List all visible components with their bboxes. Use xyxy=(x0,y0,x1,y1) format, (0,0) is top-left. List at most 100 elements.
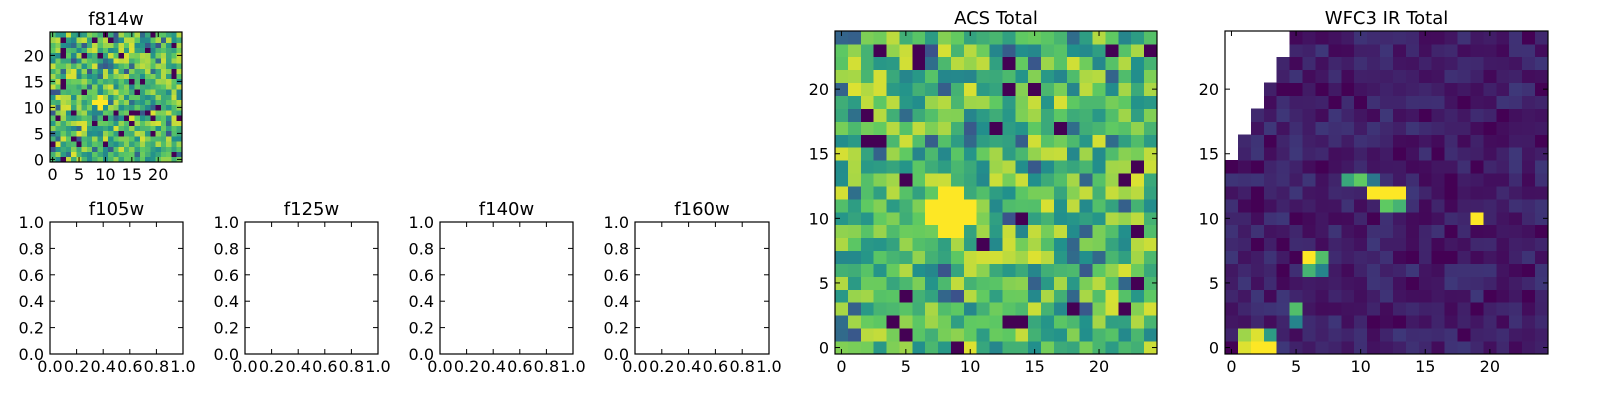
heatmap-cell xyxy=(1496,302,1510,316)
heatmap-cell xyxy=(1002,328,1016,342)
heatmap-cell xyxy=(97,94,104,100)
heatmap-cell xyxy=(171,146,178,152)
heatmap-cell xyxy=(1405,43,1420,58)
heatmap-cell xyxy=(886,95,900,109)
heatmap-cell xyxy=(65,68,72,74)
heatmap-cell xyxy=(886,341,900,355)
heatmap-cell xyxy=(1354,69,1368,84)
heatmap-cell xyxy=(1392,82,1407,96)
heatmap-cell xyxy=(123,42,130,48)
heatmap-cell xyxy=(1250,276,1265,290)
heatmap-cell xyxy=(1002,250,1016,264)
heatmap-cell xyxy=(1509,289,1523,303)
heatmap-cell xyxy=(1225,160,1239,174)
heatmap-cell xyxy=(1263,263,1278,277)
heatmap-cell xyxy=(1380,82,1394,96)
heatmap-cell xyxy=(963,31,978,45)
heatmap-cell xyxy=(912,95,926,109)
heatmap-cell xyxy=(123,104,130,111)
heatmap-cell xyxy=(71,120,77,126)
heatmap-cell xyxy=(1418,82,1433,96)
heatmap-cell xyxy=(1041,173,1055,187)
heatmap-cell xyxy=(976,147,990,161)
heatmap-cell xyxy=(1144,302,1158,316)
heatmap-cell xyxy=(835,289,849,303)
heatmap-cell xyxy=(65,125,72,132)
heatmap-cell xyxy=(989,263,1003,277)
heatmap-cell xyxy=(145,68,151,74)
heatmap-cell xyxy=(97,58,104,64)
heatmap-cell xyxy=(1354,134,1368,148)
heatmap-cell xyxy=(1392,186,1407,200)
heatmap-cell xyxy=(1092,56,1106,71)
heatmap-cell xyxy=(1002,134,1016,148)
heatmap-cell xyxy=(160,136,167,142)
heatmap-cell xyxy=(1131,224,1145,239)
heatmap-cell xyxy=(1289,250,1303,264)
heatmap-cell xyxy=(976,134,990,148)
heatmap-cell xyxy=(129,99,135,106)
heatmap-cell xyxy=(1341,56,1355,71)
heatmap-cell xyxy=(899,31,913,45)
heatmap-cell xyxy=(1483,186,1497,200)
heatmap-cell xyxy=(873,69,887,84)
heatmap-cell xyxy=(963,69,978,84)
heatmap-cell xyxy=(1092,134,1106,148)
heatmap-cell xyxy=(1457,328,1471,342)
heatmap-cell xyxy=(155,104,162,111)
heatmap-cell xyxy=(65,146,72,152)
heatmap-cell xyxy=(860,56,875,71)
heatmap-cell xyxy=(150,42,156,48)
heatmap-cell xyxy=(71,94,77,100)
heatmap-cell xyxy=(1276,95,1290,109)
heatmap-cell xyxy=(1444,289,1458,303)
heatmap-cell xyxy=(1341,108,1355,122)
heatmap-cell xyxy=(1079,186,1093,200)
heatmap-cell xyxy=(886,121,900,135)
heatmap-cell xyxy=(1457,237,1471,252)
heatmap-cell xyxy=(1418,250,1433,264)
heatmap-cell xyxy=(65,47,72,54)
y-tick-label: 0.2 xyxy=(214,319,239,338)
heatmap-cell xyxy=(92,94,98,100)
heatmap-cell xyxy=(963,289,978,303)
heatmap-cell xyxy=(1066,43,1081,58)
heatmap-cell xyxy=(134,89,141,95)
heatmap-cell xyxy=(171,136,178,142)
heatmap-cell xyxy=(92,63,98,69)
heatmap-cell xyxy=(1263,95,1278,109)
heatmap-cell xyxy=(1028,186,1042,200)
heatmap-cell xyxy=(134,104,141,111)
heatmap-cell xyxy=(860,315,875,329)
heatmap-cell xyxy=(123,89,130,95)
heatmap-cell xyxy=(1354,289,1368,303)
heatmap-cell xyxy=(1483,237,1497,252)
heatmap-cell xyxy=(1066,315,1081,329)
heatmap-cell xyxy=(123,146,130,152)
heatmap-cell xyxy=(1002,43,1016,58)
heatmap-cell xyxy=(176,125,183,132)
heatmap-cell xyxy=(847,147,862,161)
heatmap-cell xyxy=(860,31,875,45)
heatmap-cell xyxy=(171,94,178,100)
axes-frame xyxy=(634,221,770,355)
heatmap-cell xyxy=(102,63,109,69)
heatmap-cell xyxy=(1535,134,1549,148)
heatmap-cell xyxy=(1328,198,1342,213)
heatmap-cell xyxy=(92,104,98,111)
heatmap-cell xyxy=(1028,289,1042,303)
heatmap-cell xyxy=(50,37,56,43)
heatmap-cell xyxy=(1118,69,1132,84)
heatmap-cell xyxy=(108,146,114,152)
heatmap-cell xyxy=(129,125,135,132)
heatmap-cell xyxy=(1263,198,1278,213)
heatmap-cell xyxy=(860,328,875,342)
heatmap-cell xyxy=(1418,276,1433,290)
heatmap-cell xyxy=(1053,276,1068,290)
heatmap-cell xyxy=(1457,211,1471,226)
heatmap-cell xyxy=(1418,56,1433,71)
heatmap-cell xyxy=(134,58,141,64)
heatmap-cell xyxy=(989,69,1003,84)
y-tick-label: 0.0 xyxy=(19,345,44,364)
x-tick-label: 0.6 xyxy=(507,357,532,376)
